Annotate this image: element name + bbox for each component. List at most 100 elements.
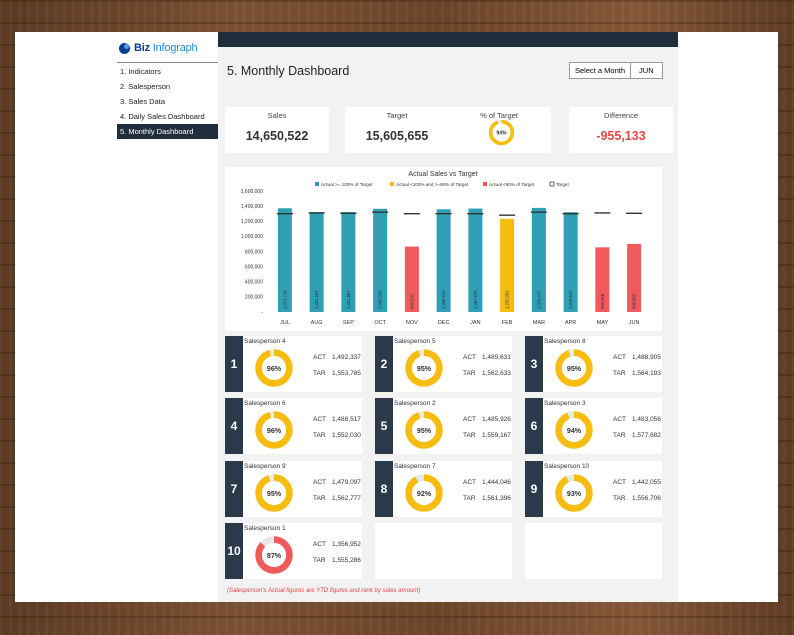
salesperson-donut: 95% [255, 474, 293, 512]
tar-value: 1,559,167 [482, 432, 511, 439]
legend-label: Actual <90% of Target [489, 182, 535, 187]
bar-nov [404, 246, 419, 312]
act-label: ACT [313, 416, 326, 423]
act-value: 1,356,952 [332, 541, 361, 548]
tar-value: 1,562,633 [482, 370, 511, 377]
rank-badge: 10 [225, 523, 243, 579]
bar-value-label: 864,537 [409, 293, 414, 309]
y-tick-label: 400,000 [245, 280, 263, 286]
salesperson-card: 9 Salesperson 10 93% ACT 1,442,055 TAR 1,556,7… [525, 461, 662, 517]
donut-percent-label: 93% [567, 490, 582, 498]
rank-badge: 4 [225, 398, 243, 454]
donut-percent-label: 92% [417, 490, 432, 498]
sidebar-menu: 1. Indicators 2. Salesperson 3. Sales Da… [117, 64, 218, 139]
x-tick-label: MAY [597, 320, 609, 326]
sidebar-item-daily-sales-dashboard[interactable]: 4. Daily Sales Dashboard [120, 112, 205, 121]
bar-mar [531, 207, 546, 312]
chart-svg: Actual Sales vs Target Actual >= 100% of … [241, 171, 643, 326]
donut-arc [555, 474, 593, 512]
kpi-target-value: 15,605,655 [365, 129, 429, 143]
x-tick-label: JAN [470, 320, 480, 326]
sidebar-item-monthly-dashboard[interactable]: 5. Monthly Dashboard [117, 124, 218, 139]
target-stat: TAR 1,564,193 [613, 370, 661, 377]
bar-value-label: 1,358,513 [441, 290, 446, 309]
month-selector[interactable]: Select a Month JUN [569, 62, 663, 79]
act-value: 1,483,056 [632, 416, 661, 423]
actual-stat: ACT 1,479,097 [313, 479, 361, 486]
actual-vs-target-chart: Actual Sales vs Target Actual >= 100% of … [225, 167, 662, 331]
donut-arc [405, 411, 443, 449]
rank-badge: 8 [375, 461, 393, 517]
target-stat: TAR 1,556,706 [613, 495, 661, 502]
donut-arc [555, 349, 593, 387]
x-tick-label: APR [565, 320, 576, 326]
logo-icon [119, 42, 130, 54]
tar-label: TAR [313, 557, 326, 564]
donut-arc [555, 411, 593, 449]
bar-oct [373, 208, 388, 312]
donut-percent-label: 95% [417, 365, 432, 373]
donut-percent-label: 95% [567, 365, 582, 373]
act-label: ACT [313, 541, 326, 548]
x-tick-label: NOV [406, 320, 418, 326]
kpi-pct-gauge: 94% [488, 119, 515, 146]
month-select-value[interactable]: JUN [639, 66, 654, 75]
bar-dec [436, 209, 451, 312]
sidebar-divider [117, 62, 218, 63]
logo: Biz Infograph [117, 40, 218, 56]
bar-value-label: 1,321,557 [314, 290, 319, 309]
salesperson-name: Salesperson 4 [244, 338, 286, 345]
act-value: 1,444,046 [482, 479, 511, 486]
target-stat: TAR 1,559,167 [463, 432, 511, 439]
salesperson-donut: 95% [555, 349, 593, 387]
legend-label: Target [556, 182, 569, 187]
bar-value-label: 1,367,679 [473, 290, 478, 309]
target-stat: TAR 1,562,777 [313, 495, 361, 502]
legend-item: Actual >= 100% of Target [315, 182, 373, 187]
act-label: ACT [463, 416, 476, 423]
rank-badge: 6 [525, 398, 543, 454]
salesperson-name: Salesperson 9 [244, 463, 286, 470]
tar-value: 1,556,706 [632, 495, 661, 502]
x-tick-label: JUN [629, 320, 640, 326]
x-tick-label: OCT [374, 320, 386, 326]
donut-percent-label: 87% [267, 552, 282, 560]
sidebar-item-indicators[interactable]: 1. Indicators [120, 67, 161, 76]
actual-stat: ACT 1,444,046 [463, 479, 511, 486]
y-tick-label: 800,000 [245, 249, 263, 255]
footnote: (Salesperson's Actual figures are YTD fi… [227, 588, 421, 594]
act-value: 1,488,905 [632, 354, 661, 361]
bar-value-label: 1,321,897 [346, 290, 351, 309]
kpi-difference-value: -955,133 [596, 129, 646, 143]
y-tick-label: 1,000,000 [241, 234, 263, 240]
salesperson-name: Salesperson 2 [394, 400, 436, 407]
bar-value-label: 1,232,081 [505, 290, 510, 309]
sidebar-item-sales-data[interactable]: 3. Sales Data [120, 97, 166, 106]
salesperson-card: 6 Salesperson 3 94% ACT 1,483,056 TAR 1,577,68… [525, 398, 662, 454]
actual-stat: ACT 1,356,952 [313, 541, 361, 548]
act-label: ACT [613, 479, 626, 486]
legend-item: Target [549, 181, 569, 187]
month-select-label[interactable]: Select a Month [570, 63, 632, 78]
kpi-sales-title: Sales [267, 111, 287, 120]
tar-value: 1,561,396 [482, 495, 511, 502]
salesperson-card: 8 Salesperson 7 92% ACT 1,444,046 TAR 1,561,39… [375, 461, 512, 517]
tar-label: TAR [463, 495, 476, 502]
sidebar: Biz Infograph 1. Indicators 2. Salespers… [117, 32, 219, 602]
bar-value-label: 899,853 [632, 293, 637, 309]
tar-value: 1,553,785 [332, 370, 361, 377]
salesperson-card: 1 Salesperson 4 96% ACT 1,492,337 TAR 1,553,78… [225, 336, 362, 392]
act-label: ACT [313, 354, 326, 361]
kpi-sales-value: 14,650,522 [245, 129, 309, 143]
target-stat: TAR 1,555,286 [313, 557, 361, 564]
target-stat: TAR 1,577,682 [613, 432, 661, 439]
sidebar-item-salesperson[interactable]: 2. Salesperson [120, 82, 171, 91]
donut-arc [255, 411, 293, 449]
bar-apr [563, 212, 578, 312]
salesperson-donut: 96% [255, 411, 293, 449]
y-tick-label: 600,000 [245, 264, 263, 270]
kpi-difference-title: Difference [603, 111, 639, 120]
bar-sep [341, 212, 356, 312]
tar-label: TAR [313, 495, 326, 502]
actual-stat: ACT 1,489,631 [463, 354, 511, 361]
